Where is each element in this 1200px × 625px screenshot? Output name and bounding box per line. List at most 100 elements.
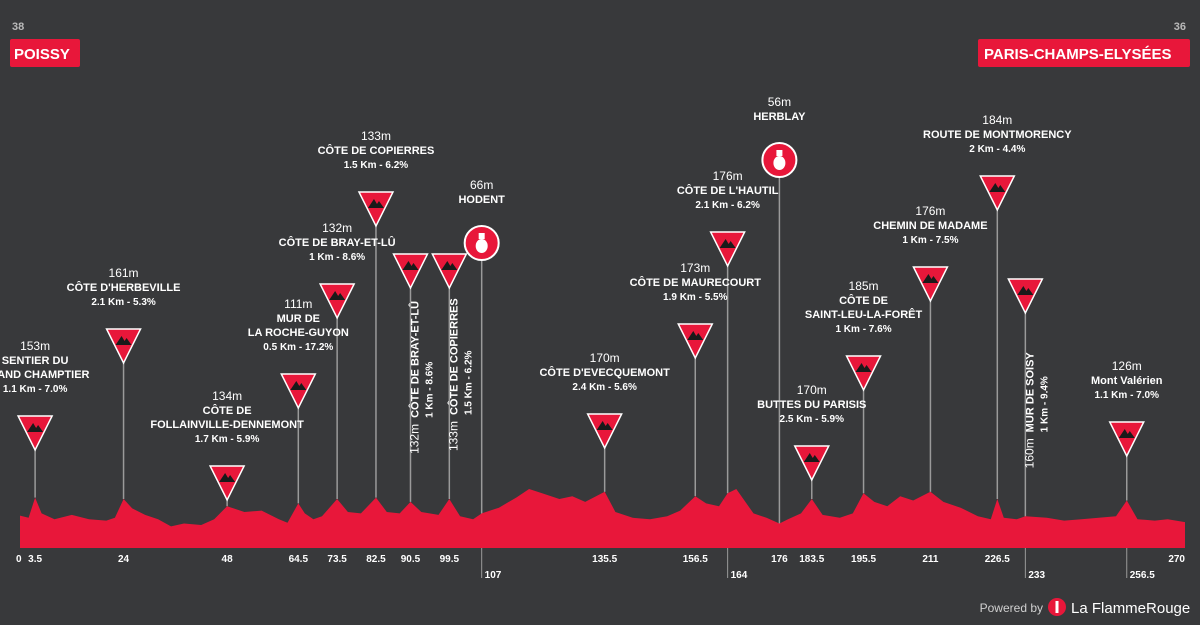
mountain-icon	[855, 363, 872, 372]
climb-detail: 2.1 Km - 6.2%	[695, 200, 760, 211]
climb-altitude: 161m	[109, 266, 139, 280]
km-tick-label: 164	[731, 570, 748, 581]
climb-name: CÔTE DE	[839, 294, 888, 307]
climb-marker-icon	[280, 373, 317, 410]
climb-name: SAINT-LEU-LA-FORÊT	[805, 308, 923, 321]
climb-marker-icon	[709, 231, 746, 268]
climb-altitude: 173m	[680, 261, 710, 275]
climb-name: CÔTE DE	[203, 404, 252, 417]
climb-label-vertical: 133m CÔTE DE COPIERRES 1.5 Km - 6.2%	[446, 298, 474, 451]
climb-name: BUTTES DU PARISIS	[757, 399, 866, 411]
climb-name: CHEMIN DE MADAME	[873, 220, 987, 232]
climb-altitude: 176m	[713, 169, 743, 183]
climb-detail: 1.5 Km - 6.2%	[344, 160, 409, 171]
climb-altitude: 153m	[20, 339, 50, 353]
sprint-bag-top-icon	[776, 150, 783, 156]
climb-markers: 153m SENTIER DU GRAND CHAMPTIER 1.1 Km - 7.…	[0, 95, 1163, 502]
climb-detail: 1 Km - 9.4%	[1039, 376, 1050, 432]
sprint-bag-icon	[475, 239, 488, 253]
climb-altitude: 185m	[849, 279, 879, 293]
mountain-icon	[719, 239, 736, 248]
mountain-icon	[290, 381, 307, 390]
elevation-profile	[20, 489, 1185, 548]
climb-marker-icon	[979, 175, 1016, 212]
km-tick-label: 90.5	[401, 554, 421, 565]
climb-altitude: 132m	[322, 221, 352, 235]
climb-name: GRAND CHAMPTIER	[0, 369, 90, 381]
start-location: POISSY	[14, 46, 70, 63]
climb-name: ROUTE DE MONTMORENCY	[923, 129, 1072, 141]
climb-altitude: 126m	[1112, 359, 1142, 373]
km-tick-label: 233	[1028, 570, 1045, 581]
climb-detail: 1 Km - 7.6%	[835, 324, 891, 335]
finish-label-box	[978, 39, 1190, 67]
climb-detail: 1.5 Km - 6.2%	[463, 350, 474, 415]
km-tick-label: 48	[222, 554, 234, 565]
climb-marker-icon	[208, 465, 246, 502]
mountain-icon	[219, 473, 236, 482]
finish-location: PARIS-CHAMPS-ELYSÉES	[984, 46, 1172, 63]
climb-marker-icon	[105, 328, 142, 365]
climb-detail: 1 Km - 7.5%	[902, 235, 958, 246]
climb-detail: 2.4 Km - 5.6%	[572, 382, 637, 393]
climb-marker-icon	[677, 323, 714, 360]
km-tick-label: 82.5	[366, 554, 386, 565]
mountain-icon	[441, 261, 458, 270]
mountain-icon	[596, 421, 613, 430]
km-tick-label: 73.5	[327, 554, 347, 565]
climb-altitude: 184m	[982, 113, 1012, 127]
climb-name: CÔTE DE COPIERRES	[447, 298, 460, 415]
mountain-icon	[687, 331, 704, 340]
mountain-icon	[115, 336, 132, 345]
climb-name: CÔTE DE BRAY-ET-LÛ	[279, 236, 396, 249]
climb-name: LA ROCHE-GUYON	[248, 327, 349, 339]
km-tick-label: 156.5	[683, 554, 708, 565]
climb-altitude: 134m	[212, 389, 242, 403]
km-tick-label: 24	[118, 554, 130, 565]
climb-detail: 1 Km - 8.6%	[309, 252, 365, 263]
mountain-icon	[989, 183, 1006, 192]
climb-detail: 1.9 Km - 5.5%	[663, 292, 728, 303]
km-tick-label: 256.5	[1130, 570, 1155, 581]
mountain-icon	[922, 274, 939, 283]
climb-label-vertical: 132m CÔTE DE BRAY-ET-LÛ 1 Km - 8.6%	[407, 301, 435, 454]
flamme-rouge-logo-mark	[1055, 601, 1059, 613]
mountain-icon	[27, 423, 44, 432]
climb-detail: 1 Km - 8.6%	[424, 362, 435, 418]
powered-by-text: Powered by	[980, 601, 1043, 615]
km-tick-label: 226.5	[985, 554, 1010, 565]
climb-marker-icon	[1007, 278, 1044, 315]
climb-name: CÔTE DE MAURECOURT	[630, 276, 762, 289]
climb-marker-icon	[16, 415, 54, 452]
km-tick-label: 195.5	[851, 554, 876, 565]
km-ticks: 0 3.5 24 48 64.5 73.5 82.5 90.5 99.5 107 135.5 156.…	[16, 548, 1185, 581]
climb-marker-icon	[318, 283, 356, 320]
climb-marker-icon	[586, 413, 623, 450]
climb-detail: 1.1 Km - 7.0%	[1095, 390, 1160, 401]
km-tick-label: 0	[16, 554, 22, 565]
mountain-icon	[1118, 429, 1135, 438]
climb-name: HODENT	[458, 194, 505, 206]
climb-marker-icon	[1108, 421, 1145, 458]
climb-altitude: 132m	[407, 424, 421, 454]
climb-name: MUR DE SOISY	[1024, 352, 1036, 433]
km-tick-label: 176	[771, 554, 788, 565]
climb-label-vertical: 160m MUR DE SOISY 1 Km - 9.4%	[1022, 352, 1050, 469]
climb-poles	[34, 160, 1128, 524]
climb-altitude: 56m	[768, 95, 791, 109]
climb-marker-icon	[431, 253, 468, 290]
km-tick-label: 211	[922, 554, 939, 565]
climb-altitude: 160m	[1022, 438, 1036, 468]
climb-detail: 2.1 Km - 5.3%	[91, 297, 156, 308]
km-tick-label: 183.5	[799, 554, 824, 565]
climb-name: SENTIER DU	[2, 355, 69, 367]
climb-marker-icon	[912, 266, 949, 303]
km-tick-label: 99.5	[440, 554, 460, 565]
mountain-icon	[329, 291, 346, 300]
start-label-box	[10, 39, 80, 67]
climb-detail: 2.5 Km - 5.9%	[780, 414, 845, 425]
climb-detail: 0.5 Km - 17.2%	[263, 342, 333, 353]
mountain-icon	[367, 199, 384, 208]
climb-altitude: 133m	[446, 421, 460, 451]
